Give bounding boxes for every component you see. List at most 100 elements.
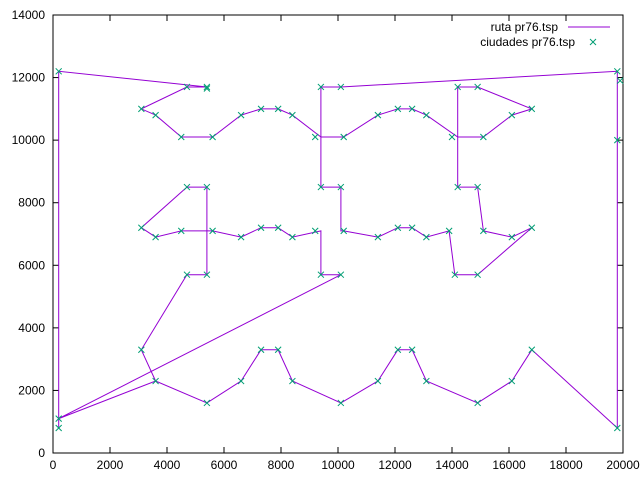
x-tick-label: 20000 (606, 458, 640, 472)
city-point (337, 183, 345, 191)
city-point (55, 415, 63, 422)
city-point (474, 183, 482, 191)
y-tick-label: 2000 (18, 383, 45, 397)
city-point (317, 271, 325, 279)
city-point (337, 83, 345, 91)
city-point (422, 377, 430, 385)
city-point (274, 224, 282, 232)
city-point (203, 399, 211, 407)
city-point (289, 111, 296, 119)
y-tick-label: 8000 (18, 196, 45, 210)
city-point (474, 399, 482, 407)
city-point (451, 271, 459, 279)
y-tick-label: 0 (38, 446, 45, 460)
city-point (317, 83, 325, 91)
city-point (177, 227, 185, 235)
city-point (289, 377, 296, 385)
city-point (337, 271, 345, 279)
city-point (311, 227, 319, 235)
route-line (58, 70, 618, 430)
city-point (183, 83, 191, 91)
y-tick-label: 12000 (12, 71, 46, 85)
city-point (257, 105, 265, 113)
city-point (209, 227, 216, 235)
city-point (508, 377, 516, 385)
city-point (394, 105, 402, 113)
y-tick-label: 10000 (12, 133, 46, 147)
city-point (137, 346, 145, 354)
city-point (237, 233, 245, 241)
city-point (408, 346, 416, 354)
x-tick-label: 18000 (549, 458, 583, 472)
city-point (137, 224, 145, 232)
city-point (394, 224, 402, 232)
y-tick-label: 6000 (18, 258, 45, 272)
city-point (237, 111, 245, 119)
x-tick-label: 12000 (378, 458, 412, 472)
x-tick-label: 14000 (435, 458, 469, 472)
x-tick-label: 8000 (268, 458, 295, 472)
city-point (528, 105, 536, 113)
city-point (257, 346, 265, 354)
city-point (616, 77, 624, 85)
city-point (394, 346, 402, 354)
city-point (183, 183, 191, 191)
route-series (58, 70, 618, 430)
city-point (340, 227, 348, 235)
x-tick-label: 4000 (154, 458, 181, 472)
city-point (152, 233, 159, 241)
city-point (209, 133, 216, 141)
city-point (55, 424, 63, 432)
city-point (340, 133, 348, 141)
city-point (408, 224, 416, 232)
legend-route-label: ruta pr76.tsp (491, 20, 559, 34)
city-point (479, 227, 487, 235)
city-point (445, 227, 453, 235)
city-point (613, 424, 621, 432)
city-point (374, 111, 382, 119)
legend-cities-swatch (589, 38, 597, 46)
city-point (479, 133, 487, 141)
city-point (508, 233, 516, 241)
city-point (474, 271, 482, 279)
axis-tick-labels: 0 2000 4000 6000 8000 10000 12000 14000 16000 180… (12, 8, 640, 472)
city-point (137, 105, 145, 113)
city-point (274, 346, 282, 354)
city-point (374, 377, 382, 385)
x-tick-label: 6000 (211, 458, 238, 472)
city-point (203, 85, 211, 92)
city-point (203, 183, 211, 191)
city-point (203, 83, 211, 91)
city-point (454, 83, 462, 91)
x-tick-label: 16000 (492, 458, 526, 472)
x-tick-label: 2000 (97, 458, 124, 472)
city-point (311, 133, 319, 141)
x-tick-label: 0 (50, 458, 57, 472)
x-tick-label: 10000 (321, 458, 355, 472)
city-point (274, 105, 282, 113)
city-point (528, 346, 536, 354)
cities-series (55, 67, 624, 432)
city-point (337, 399, 345, 407)
city-point (237, 377, 245, 385)
city-point (257, 224, 265, 232)
legend-cities-label: ciudades pr76.tsp (480, 35, 575, 49)
city-point (448, 133, 456, 141)
city-point (528, 224, 536, 232)
y-tick-label: 14000 (12, 8, 46, 22)
city-point (152, 377, 159, 385)
city-point (454, 183, 462, 191)
city-point (55, 67, 63, 75)
city-point (408, 105, 416, 113)
city-point (613, 136, 621, 144)
city-point (422, 233, 430, 241)
city-point (317, 183, 325, 191)
city-point (289, 233, 296, 241)
city-point (613, 67, 621, 75)
city-point (183, 271, 191, 279)
y-tick-label: 4000 (18, 321, 45, 335)
city-point (508, 111, 516, 119)
city-point (422, 111, 430, 119)
